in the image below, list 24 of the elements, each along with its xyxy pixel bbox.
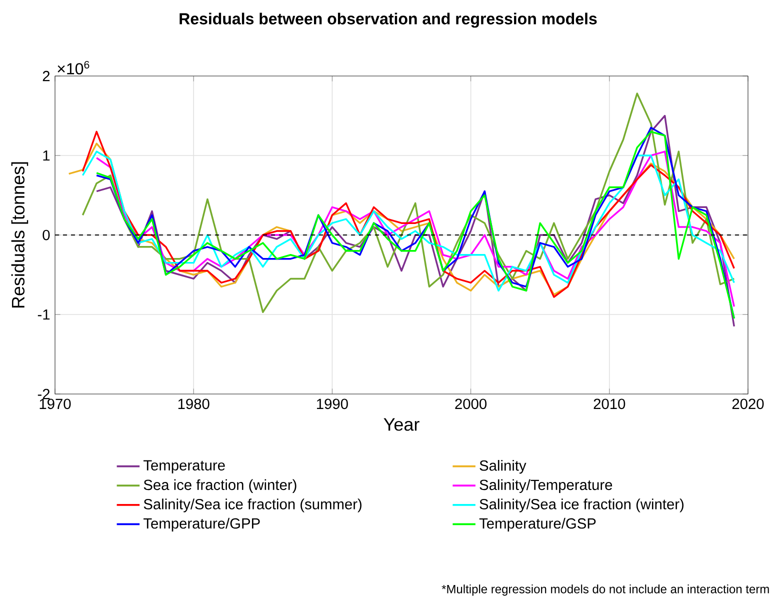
legend-label: Sea ice fraction (winter) [144,479,296,493]
y-tick-label: 0 [42,230,50,240]
y-axis-title: Residuals [tonnes] [11,162,28,308]
x-axis-title: Year [384,418,420,431]
x-tick-label: 2010 [594,398,626,410]
chart-title: Residuals between observation and regression models [180,12,597,28]
x-tick-label: 1970 [40,398,71,410]
x-tick-label: 2000 [455,398,487,410]
text: ×10$^{6}$ [58,60,90,74]
legend-label: Salinity/Temperature [480,479,612,493]
y-tick-label: -2 [38,388,50,400]
legend-label: Temperature [144,460,225,474]
legend-label: Salinity/Sea ice fraction (summer) [144,498,362,512]
x-tick-label: 1990 [316,398,348,410]
y-tick-label: 2 [42,70,50,82]
legend-label: Salinity/Sea ice fraction (winter) [480,498,684,512]
y-tick-label: 1 [43,150,50,161]
text: *Multiple regression models do not include an interaction term [442,584,769,596]
x-tick-label: 2020 [732,398,764,410]
legend-label: Salinity [480,460,526,474]
legend-label: Temperature/GSP [479,518,596,532]
y-tick-label: -1 [38,309,50,320]
x-tick-label: 1980 [178,398,210,410]
legend-label: Temperature/GPP [144,518,260,532]
